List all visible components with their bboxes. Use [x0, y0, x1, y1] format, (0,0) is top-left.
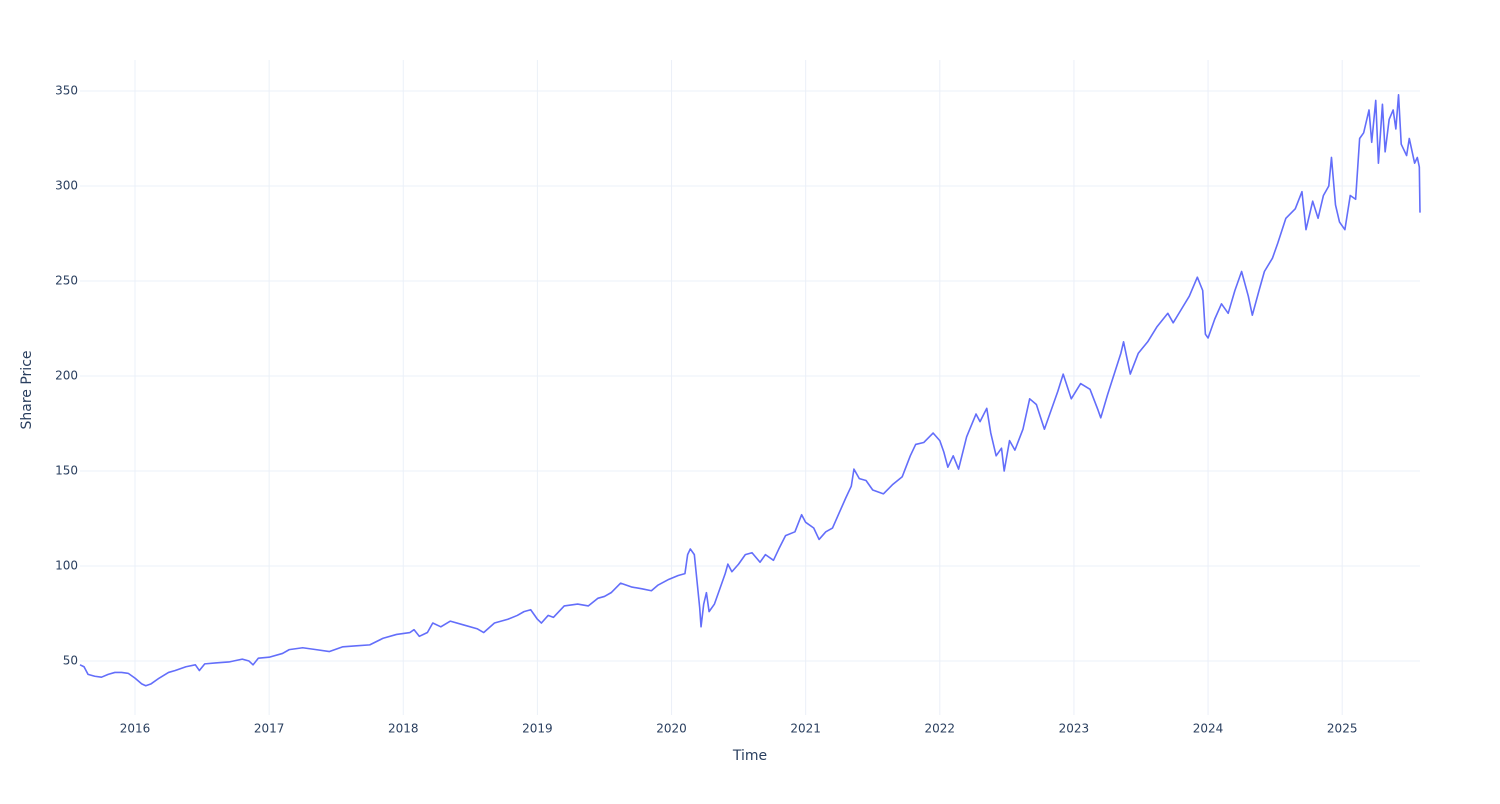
- x-tick-label: 2017: [254, 722, 285, 736]
- x-tick-label: 2024: [1193, 722, 1224, 736]
- x-tick-label: 2018: [388, 722, 419, 736]
- x-axis-title: Time: [732, 748, 767, 764]
- y-axis-title: Share Price: [19, 350, 35, 429]
- x-tick-label: 2019: [522, 722, 553, 736]
- y-tick-label: 250: [55, 273, 78, 287]
- x-tick-label: 2022: [925, 722, 956, 736]
- y-tick-label: 350: [55, 83, 78, 97]
- y-tick-label: 100: [55, 559, 78, 573]
- x-tick-label: 2020: [656, 722, 687, 736]
- y-tick-label: 200: [55, 369, 78, 383]
- y-tick-label: 150: [55, 464, 78, 478]
- y-tick-label: 300: [55, 178, 78, 192]
- x-tick-label: 2025: [1327, 722, 1358, 736]
- y-tick-label: 50: [63, 654, 78, 668]
- x-tick-label: 2016: [120, 722, 151, 736]
- price-line: [79, 93, 1421, 687]
- x-tick-label: 2021: [790, 722, 821, 736]
- x-tick-label: 2023: [1059, 722, 1090, 736]
